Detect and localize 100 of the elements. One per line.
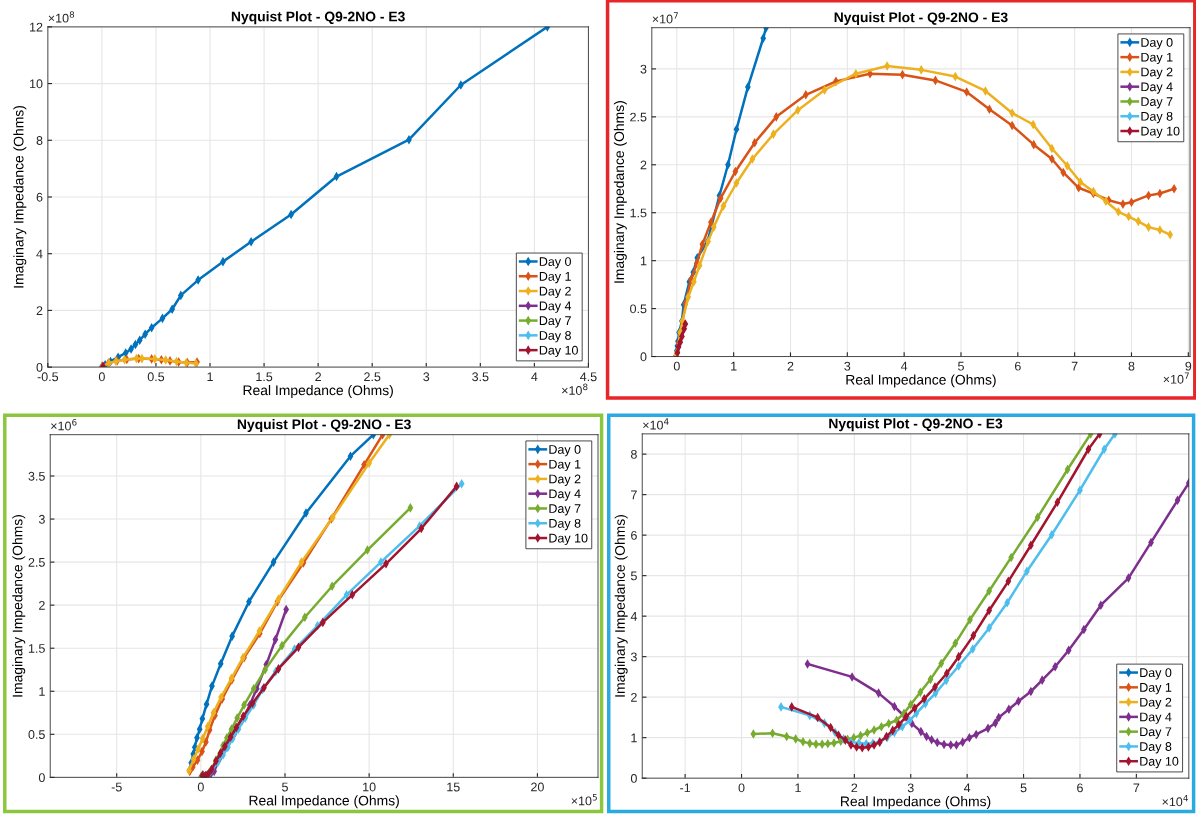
legend-label: Day 1: [1140, 683, 1172, 695]
legend-label: Day 7: [539, 316, 571, 328]
legend-label: Day 8: [1141, 111, 1173, 124]
legend-label: Day 0: [549, 445, 581, 457]
legend-label: Day 1: [549, 459, 581, 472]
y-tick-label: 0.5: [28, 730, 45, 739]
text: ×10$^{8}$: [48, 11, 75, 23]
y-tick-label: 2: [640, 160, 647, 170]
y-tick-label: 7: [631, 490, 637, 500]
x-tick-label: 6: [1014, 361, 1021, 371]
legend-label: Day 7: [1140, 727, 1172, 739]
y-tick-label: 2: [36, 306, 43, 315]
y-axis-title: Imaginary Impedance (Ohms): [12, 515, 26, 697]
y-tick-label: 1.5: [630, 208, 647, 218]
x-tick-label: 0.5: [147, 372, 165, 382]
text: ×10$^{7}$: [1163, 372, 1189, 384]
legend-label: Day 2: [1141, 67, 1173, 79]
y-tick-label: 0: [640, 352, 647, 362]
y-tick-label: 1: [640, 256, 647, 266]
x-tick-label: 0: [98, 372, 105, 382]
y-axis-title: Imaginary Impedance (Ohms): [614, 515, 628, 697]
x-tick-label: 1: [731, 361, 737, 371]
x-tick-label: -1: [680, 783, 691, 793]
text: ×10$^{4}$: [643, 418, 669, 430]
x-tick-label: 0: [673, 361, 680, 371]
y-tick-label: 2.5: [28, 557, 45, 567]
legend-label: Day 10: [539, 345, 578, 358]
x-tick-label: 2: [851, 783, 858, 793]
x-tick-label: 2.5: [364, 372, 381, 382]
y-tick-label: 2: [631, 692, 637, 702]
x-tick-label: 9: [1185, 361, 1192, 371]
text: ×10$^{5}$: [571, 794, 597, 806]
legend-label: Day 4: [1141, 82, 1173, 94]
y-tick-label: 3: [38, 514, 45, 524]
y-tick-label: 4: [630, 612, 638, 621]
legend-label: Day 2: [539, 286, 571, 298]
x-tick-label: 5: [1020, 783, 1027, 793]
legend-label: Day 10: [549, 533, 588, 545]
y-tick-label: 2.5: [630, 112, 647, 122]
x-tick-label: 4: [900, 361, 908, 371]
y-tick-label: 0.5: [630, 304, 647, 314]
y-tick-label: 1: [631, 733, 637, 743]
x-axis-title: Real Impedance (Ohms): [846, 374, 996, 388]
y-tick-label: 10: [30, 79, 43, 89]
x-axis-title: Real Impedance (Ohms): [841, 796, 991, 810]
legend-label: Day 4: [539, 301, 572, 313]
x-tick-label: 2: [787, 361, 794, 371]
x-tick-label: 7: [1071, 361, 1078, 371]
legend-label: Day 4: [1140, 712, 1172, 724]
x-tick-label: 2: [315, 372, 321, 382]
y-tick-label: 2: [39, 600, 45, 610]
legend-label: Day 8: [539, 331, 571, 343]
x-tick-label: 10: [363, 782, 376, 792]
y-axis-title: Imaginary Impedance (Ohms): [13, 105, 27, 288]
text: ×10$^{8}$: [562, 383, 588, 395]
legend-label: Day 10: [1141, 126, 1180, 138]
y-axis-title: Imaginary Impedance (Ohms): [613, 101, 627, 283]
y-tick-label: 0: [38, 773, 45, 783]
chart-title: Nyquist Plot - Q9-2NO - E3: [231, 11, 405, 25]
x-tick-label: 0: [197, 782, 204, 792]
x-tick-label: 5: [282, 782, 288, 792]
legend-label: Day 7: [549, 504, 581, 516]
y-tick-label: 1: [39, 687, 45, 696]
x-tick-label: 15: [447, 782, 460, 792]
text: ×10$^{4}$: [1162, 794, 1188, 807]
x-tick-label: 0: [738, 783, 745, 793]
x-tick-label: 1: [207, 372, 213, 382]
legend-label: Day 8: [1140, 742, 1172, 754]
legend-label: Day 0: [1140, 668, 1172, 680]
legend-label: Day 1: [1141, 52, 1173, 65]
legend-label: Day 10: [1140, 756, 1179, 769]
x-tick-label: 7: [1133, 783, 1140, 793]
text: ×10$^{7}$: [652, 12, 678, 24]
x-tick-label: 3: [423, 372, 430, 382]
chart-title: Nyquist Plot - Q9-2NO - E3: [237, 419, 411, 432]
x-tick-label: 3: [907, 783, 914, 793]
x-tick-label: 6: [1077, 783, 1083, 793]
x-tick-label: 20: [531, 782, 544, 792]
legend-label: Day 0: [539, 257, 571, 269]
legend-label: Day 0: [1141, 38, 1173, 50]
x-tick-label: 4: [963, 783, 971, 793]
legend-label: Day 1: [539, 272, 571, 284]
x-tick-label: 1: [795, 783, 801, 793]
chart-title: Nyquist Plot - Q9-2NO - E3: [834, 12, 1008, 25]
y-tick-label: 6: [631, 530, 637, 540]
x-tick-label: 5: [958, 361, 964, 371]
x-tick-label: 8: [1128, 361, 1135, 371]
y-tick-label: 8: [630, 449, 637, 459]
y-tick-label: 3.5: [28, 471, 45, 481]
x-tick-label: -5: [111, 782, 122, 792]
legend-label: Day 2: [549, 474, 581, 486]
y-tick-label: 1.5: [28, 644, 45, 653]
x-tick-label: 3: [844, 361, 851, 371]
y-tick-label: 8: [36, 136, 43, 145]
y-tick-label: 6: [36, 192, 43, 202]
y-tick-label: 0: [630, 773, 637, 783]
x-tick-label: 4: [531, 372, 538, 382]
y-tick-label: 12: [30, 22, 43, 32]
y-tick-label: 3: [630, 652, 637, 662]
chart-title: Nyquist Plot - Q9-2NO - E3: [829, 418, 1003, 432]
